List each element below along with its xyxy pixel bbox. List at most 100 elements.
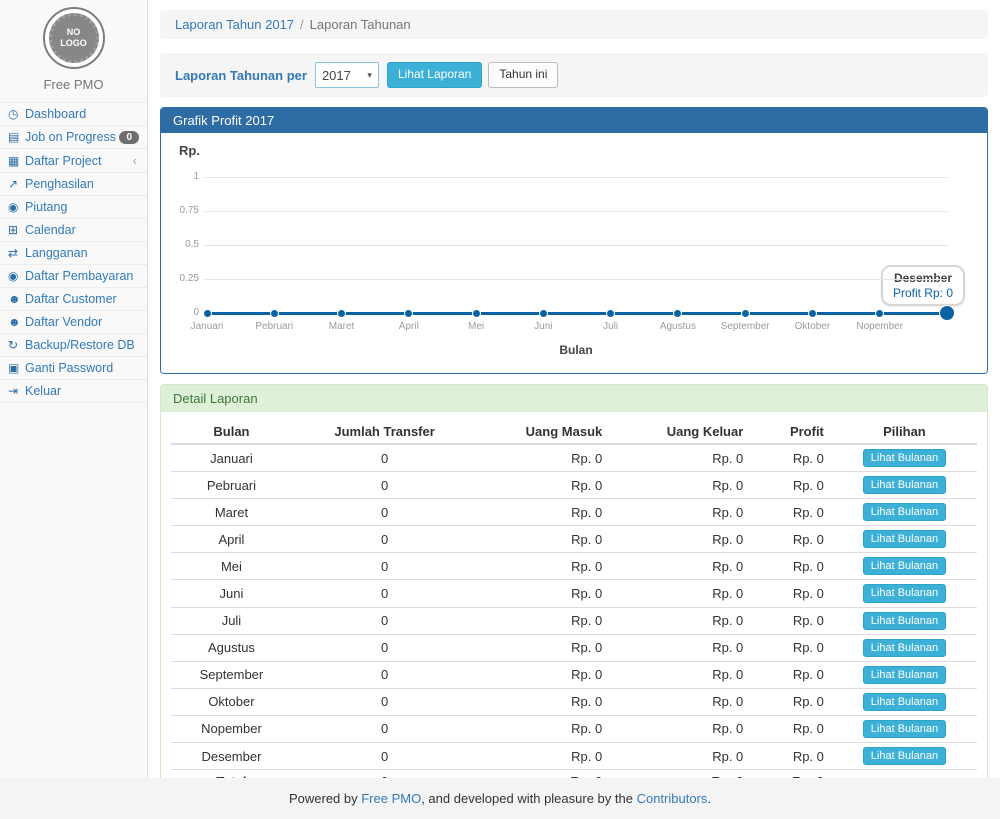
sidebar-item-job-on-progress[interactable]: ▤Job on Progress0 bbox=[0, 125, 147, 148]
logo: NO LOGO bbox=[0, 0, 147, 69]
total-uang-keluar: Rp. 0 bbox=[610, 770, 751, 778]
cell-uang-masuk: Rp. 0 bbox=[477, 553, 610, 580]
lihat-bulanan-button[interactable]: Lihat Bulanan bbox=[863, 693, 946, 711]
data-point[interactable] bbox=[808, 309, 817, 318]
sidebar-item-penghasilan[interactable]: ↗Penghasilan bbox=[0, 172, 147, 195]
sidebar-item-daftar-pembayaran[interactable]: ◉Daftar Pembayaran bbox=[0, 264, 147, 287]
cell-uang-masuk: Rp. 0 bbox=[477, 743, 610, 770]
cell-transfer: 0 bbox=[292, 715, 477, 742]
cell-transfer: 0 bbox=[292, 580, 477, 607]
cell-profit: Rp. 0 bbox=[751, 553, 832, 580]
sidebar-item-backup-restore-db[interactable]: ↻Backup/Restore DB bbox=[0, 333, 147, 356]
data-point[interactable] bbox=[606, 309, 615, 318]
footer-text-prefix: Powered by bbox=[289, 791, 361, 806]
footer-text-suffix: . bbox=[707, 791, 711, 806]
cell-month: April bbox=[171, 526, 292, 553]
sidebar-item-dashboard[interactable]: ◷Dashboard bbox=[0, 102, 147, 125]
cell-transfer: 0 bbox=[292, 607, 477, 634]
data-point[interactable] bbox=[404, 309, 413, 318]
cell-transfer: 0 bbox=[292, 472, 477, 499]
breadcrumb-link[interactable]: Laporan Tahun 2017 bbox=[175, 17, 294, 32]
sidebar-item-ganti-password[interactable]: ▣Ganti Password bbox=[0, 356, 147, 379]
sidebar-item-daftar-project[interactable]: ▦Daftar Project‹ bbox=[0, 148, 147, 172]
sidebar-item-calendar[interactable]: ⊞Calendar bbox=[0, 218, 147, 241]
sidebar-item-daftar-customer[interactable]: ☻Daftar Customer bbox=[0, 287, 147, 310]
y-tick-label: 0 bbox=[161, 307, 199, 318]
lihat-laporan-button[interactable]: Lihat Laporan bbox=[387, 62, 482, 87]
tahun-ini-button[interactable]: Tahun ini bbox=[488, 62, 558, 87]
data-point[interactable] bbox=[539, 309, 548, 318]
exchange-icon: ⇄ bbox=[8, 246, 25, 260]
lihat-bulanan-button[interactable]: Lihat Bulanan bbox=[863, 530, 946, 548]
money-icon: ◉ bbox=[8, 200, 25, 214]
cell-month: Juli bbox=[171, 607, 292, 634]
gridline bbox=[205, 245, 947, 246]
data-point[interactable] bbox=[337, 309, 346, 318]
sidebar-item-langganan[interactable]: ⇄Langganan bbox=[0, 241, 147, 264]
lihat-bulanan-button[interactable]: Lihat Bulanan bbox=[863, 503, 946, 521]
cell-uang-keluar: Rp. 0 bbox=[610, 499, 751, 526]
lihat-bulanan-button[interactable]: Lihat Bulanan bbox=[863, 557, 946, 575]
lihat-bulanan-button[interactable]: Lihat Bulanan bbox=[863, 720, 946, 738]
sidebar-item-piutang[interactable]: ◉Piutang bbox=[0, 195, 147, 218]
year-select[interactable]: 2017 ▾ bbox=[315, 62, 379, 88]
cell-profit: Rp. 0 bbox=[751, 580, 832, 607]
tasks-icon: ▤ bbox=[8, 130, 25, 144]
sidebar-item-keluar[interactable]: ⇥Keluar bbox=[0, 379, 147, 403]
cell-transfer: 0 bbox=[292, 526, 477, 553]
cell-transfer: 0 bbox=[292, 634, 477, 661]
lihat-bulanan-button[interactable]: Lihat Bulanan bbox=[863, 449, 946, 467]
data-point[interactable] bbox=[875, 309, 884, 318]
filter-label: Laporan Tahunan per bbox=[175, 68, 307, 83]
money-icon: ◉ bbox=[8, 269, 25, 283]
table-row: September0Rp. 0Rp. 0Rp. 0Lihat Bulanan bbox=[171, 661, 977, 688]
lihat-bulanan-button[interactable]: Lihat Bulanan bbox=[863, 584, 946, 602]
lihat-bulanan-button[interactable]: Lihat Bulanan bbox=[863, 612, 946, 630]
calendar-icon: ⊞ bbox=[8, 223, 25, 237]
detail-panel-body: BulanJumlah TransferUang MasukUang Kelua… bbox=[161, 412, 987, 778]
cell-profit: Rp. 0 bbox=[751, 472, 832, 499]
sidebar-item-label: Daftar Customer bbox=[25, 292, 139, 306]
lihat-bulanan-button[interactable]: Lihat Bulanan bbox=[863, 476, 946, 494]
cell-uang-keluar: Rp. 0 bbox=[610, 715, 751, 742]
cell-transfer: 0 bbox=[292, 553, 477, 580]
lihat-bulanan-button[interactable]: Lihat Bulanan bbox=[863, 639, 946, 657]
footer-text-middle: , and developed with pleasure by the bbox=[421, 791, 636, 806]
x-tick-label: September bbox=[710, 321, 780, 332]
sidebar-item-label: Backup/Restore DB bbox=[25, 338, 139, 352]
lihat-bulanan-button[interactable]: Lihat Bulanan bbox=[863, 666, 946, 684]
cell-uang-masuk: Rp. 0 bbox=[477, 634, 610, 661]
table-row: Juli0Rp. 0Rp. 0Rp. 0Lihat Bulanan bbox=[171, 607, 977, 634]
sidebar-item-daftar-vendor[interactable]: ☻Daftar Vendor bbox=[0, 310, 147, 333]
sidebar-item-label: Dashboard bbox=[25, 107, 139, 121]
cell-month: Januari bbox=[171, 444, 292, 472]
lock-icon: ▣ bbox=[8, 361, 25, 375]
cell-month: Juni bbox=[171, 580, 292, 607]
cell-uang-masuk: Rp. 0 bbox=[477, 688, 610, 715]
sign-out-icon: ⇥ bbox=[8, 384, 25, 398]
cell-action: Lihat Bulanan bbox=[832, 607, 977, 634]
data-point[interactable] bbox=[472, 309, 481, 318]
sidebar-item-label: Daftar Project bbox=[25, 154, 133, 168]
data-point[interactable] bbox=[203, 309, 212, 318]
brand-text: Free PMO bbox=[0, 69, 147, 102]
table-total-row: Total0Rp. 0Rp. 0Rp. 0 bbox=[171, 770, 977, 778]
data-point[interactable] bbox=[270, 309, 279, 318]
cell-action: Lihat Bulanan bbox=[832, 743, 977, 770]
x-axis-title: Bulan bbox=[205, 343, 947, 357]
users-icon: ☻ bbox=[8, 315, 25, 329]
data-point[interactable] bbox=[741, 309, 750, 318]
cell-transfer: 0 bbox=[292, 444, 477, 472]
data-point[interactable] bbox=[673, 309, 682, 318]
contributors-link[interactable]: Contributors bbox=[637, 791, 708, 806]
lihat-bulanan-button[interactable]: Lihat Bulanan bbox=[863, 747, 946, 765]
cell-uang-keluar: Rp. 0 bbox=[610, 661, 751, 688]
free-pmo-link[interactable]: Free PMO bbox=[361, 791, 421, 806]
y-tick-label: 1 bbox=[161, 171, 199, 182]
chart-line-icon: ↗ bbox=[8, 177, 25, 191]
column-header-jumlah-transfer: Jumlah Transfer bbox=[292, 420, 477, 444]
cell-action: Lihat Bulanan bbox=[832, 634, 977, 661]
chart-panel: Grafik Profit 2017 Rp. Bulan Desember Pr… bbox=[160, 107, 988, 374]
x-tick-label: Juli bbox=[576, 321, 646, 332]
data-point-highlighted[interactable] bbox=[939, 305, 955, 321]
